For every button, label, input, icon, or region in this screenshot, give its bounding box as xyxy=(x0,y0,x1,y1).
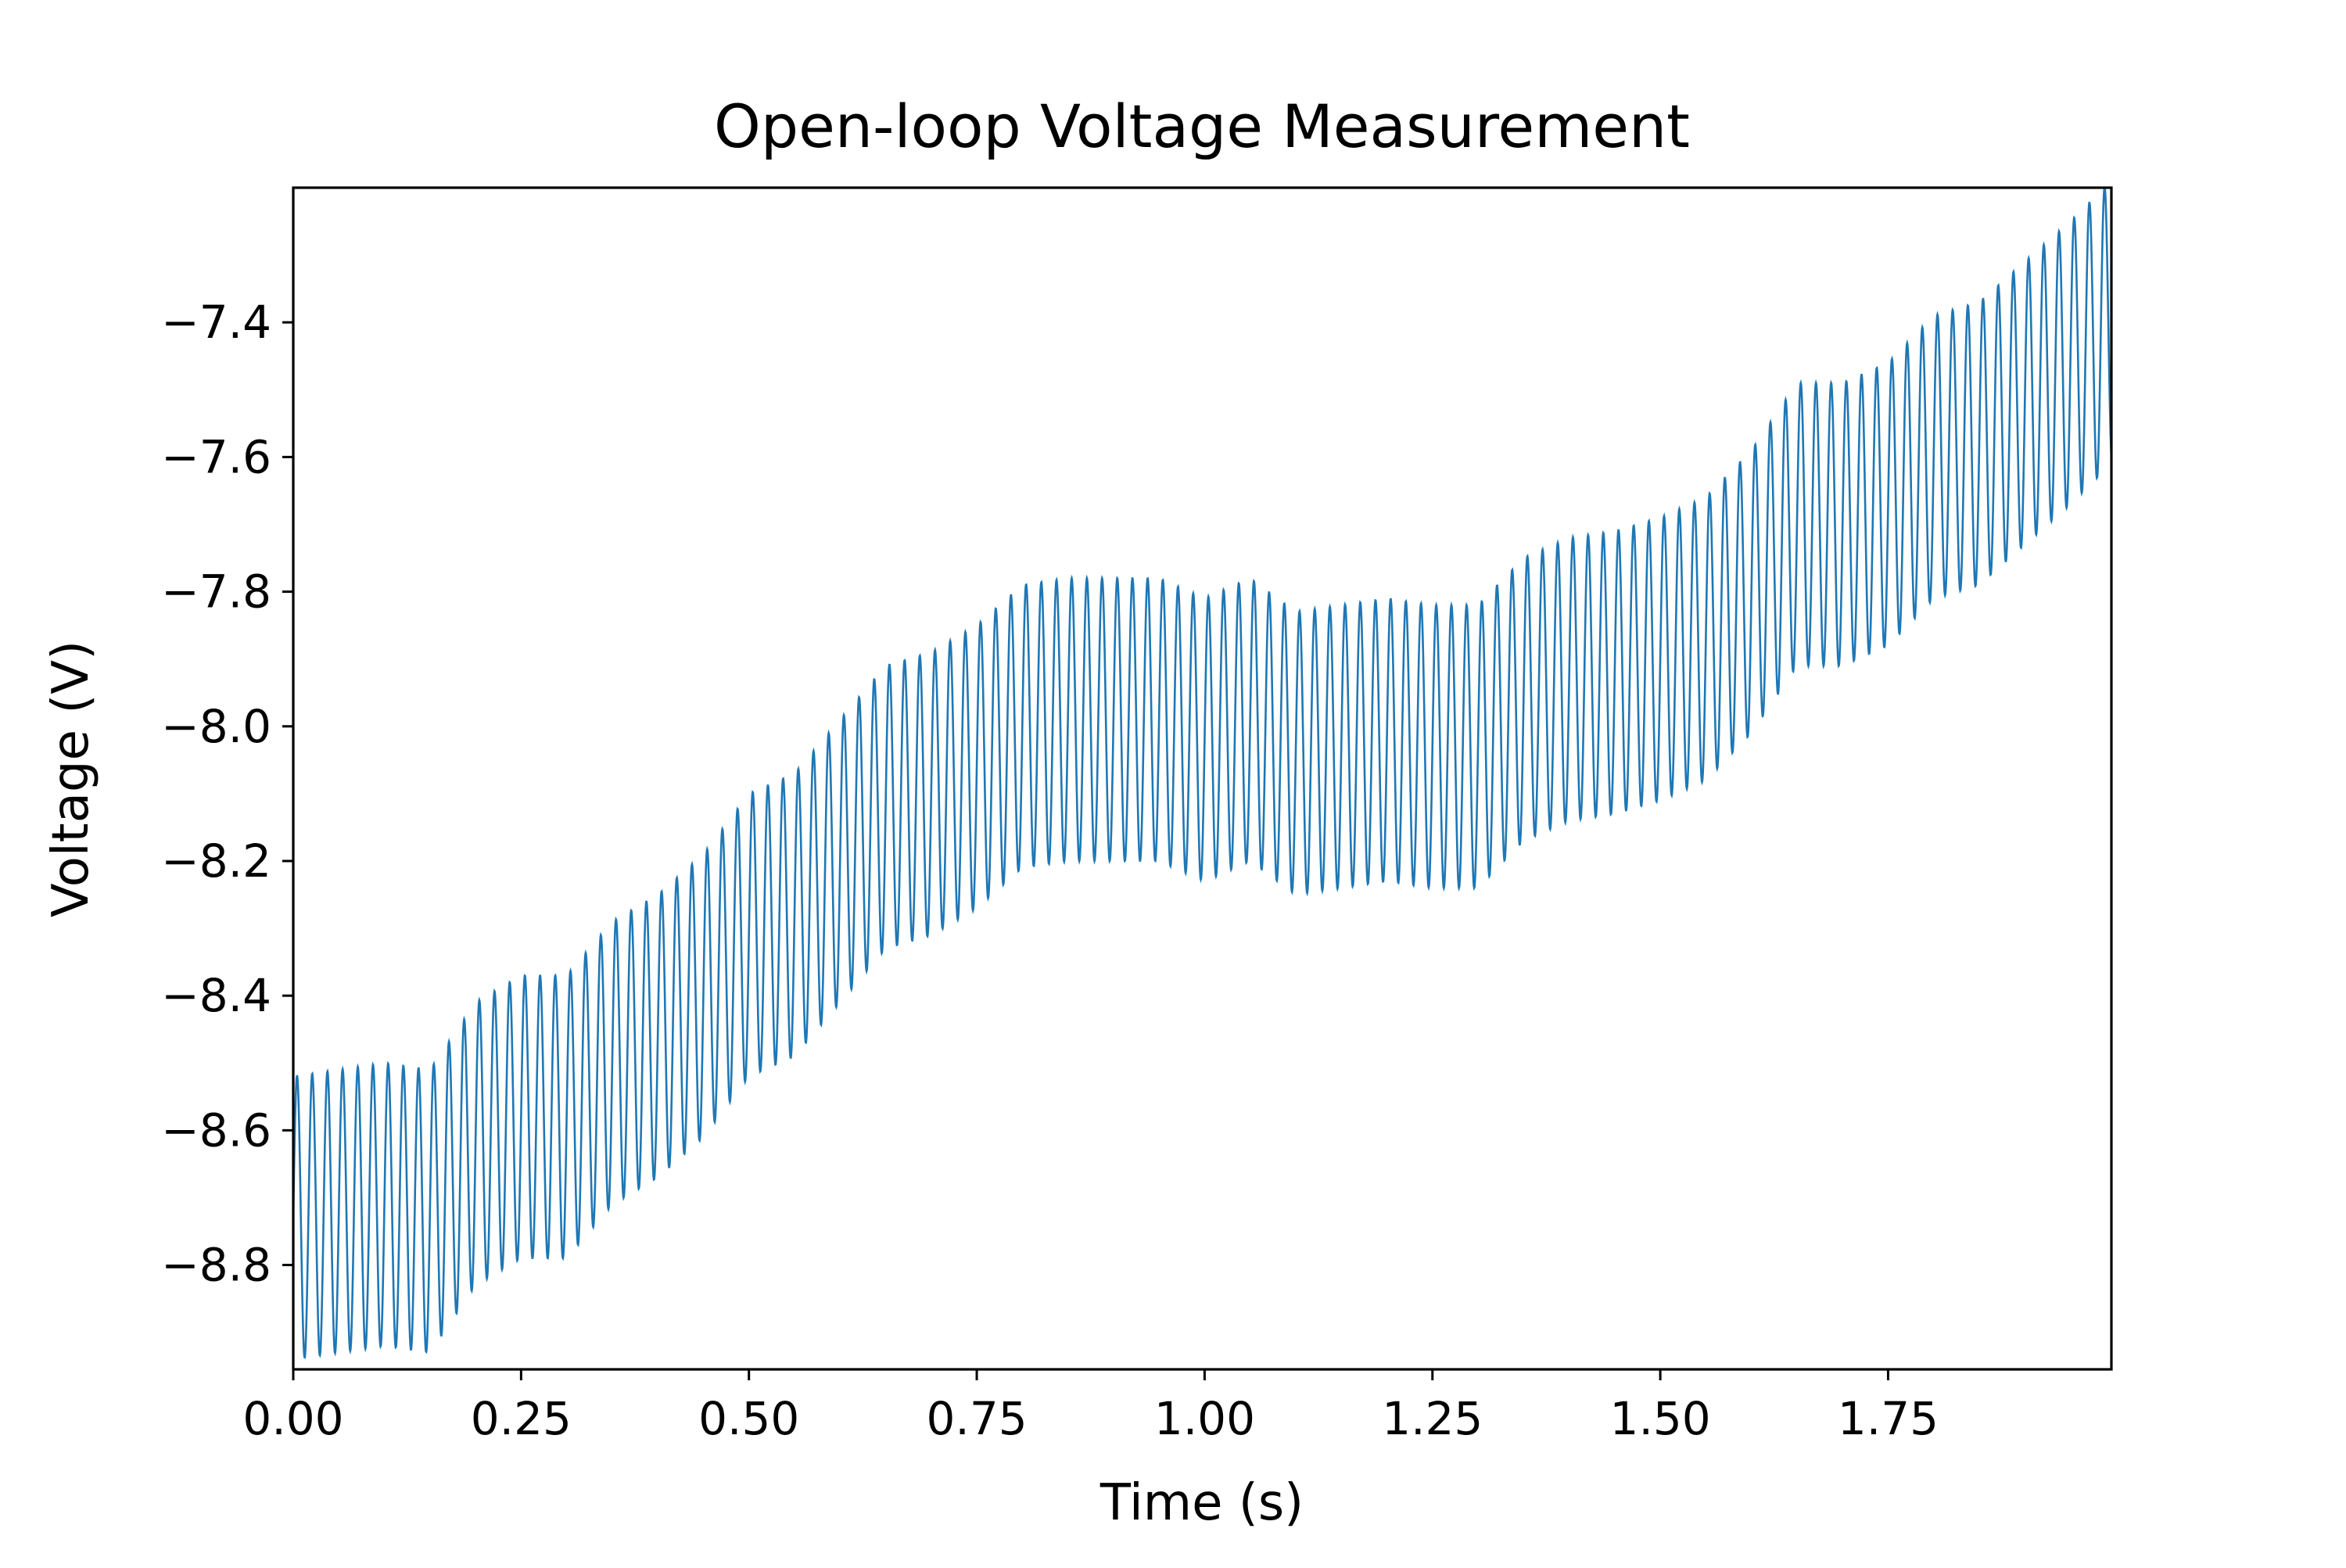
y-axis-label: Voltage (V) xyxy=(42,640,100,917)
x-tick-label: 1.75 xyxy=(1838,1392,1939,1445)
x-tick-label: 1.50 xyxy=(1610,1392,1711,1445)
x-tick-label: 1.00 xyxy=(1154,1392,1255,1445)
x-axis-label: Time (s) xyxy=(1099,1474,1304,1532)
x-tick-label: 0.50 xyxy=(698,1392,799,1445)
plot-area xyxy=(293,188,2111,1359)
y-tick-label: −8.4 xyxy=(161,969,271,1022)
y-tick-label: −8.0 xyxy=(161,700,271,753)
x-tick-label: 1.25 xyxy=(1382,1392,1483,1445)
x-tick-label: 0.75 xyxy=(926,1392,1027,1445)
y-tick-label: −7.6 xyxy=(161,430,271,483)
plot-frame xyxy=(292,186,2113,1371)
x-axis-ticks: 0.00 0.25 0.50 0.75 1.00 1.25 1.50 1.75 xyxy=(242,1369,1939,1445)
x-tick-label: 0.00 xyxy=(242,1392,343,1445)
y-axis-ticks: −8.8 −8.6 −8.4 −8.2 −8.0 −7.8 −7.6 −7.4 xyxy=(161,296,293,1292)
y-tick-label: −8.6 xyxy=(161,1103,271,1157)
y-tick-label: −7.4 xyxy=(161,296,271,349)
y-tick-label: −8.8 xyxy=(161,1239,271,1292)
y-tick-label: −7.8 xyxy=(161,565,271,619)
chart-title: Open-loop Voltage Measurement xyxy=(714,91,1690,161)
x-tick-label: 0.25 xyxy=(471,1392,572,1445)
voltage-series-line-0 xyxy=(293,188,2111,1359)
y-tick-label: −8.2 xyxy=(161,834,271,888)
